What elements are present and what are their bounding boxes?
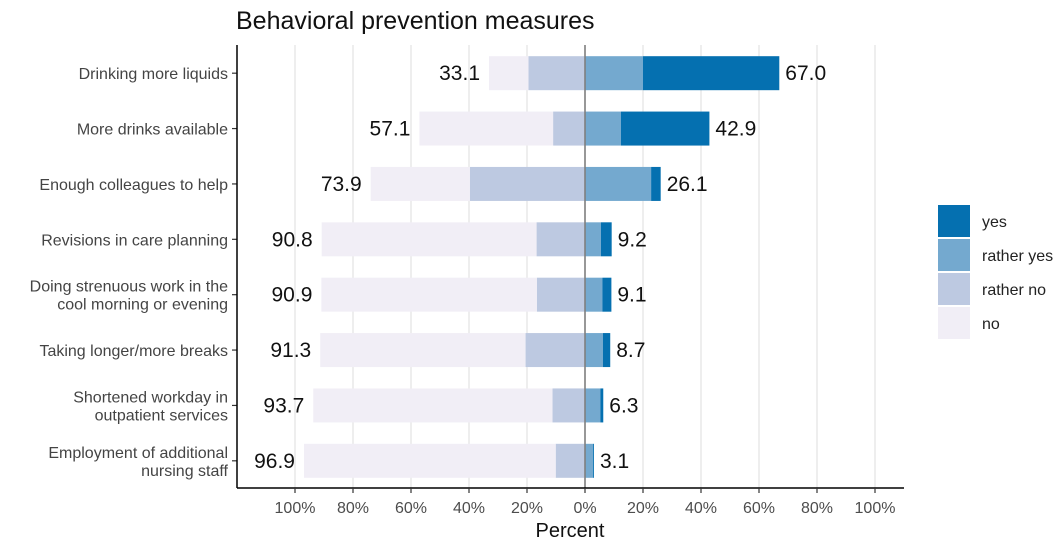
x-tick-label: 100% bbox=[275, 500, 316, 517]
bar-rather-yes bbox=[585, 222, 601, 257]
bar-no bbox=[489, 56, 529, 91]
value-labels: 33.1 67.0 57.1 42.9 73.9 26.1 90.8 9.2 90.9 9.1 91… bbox=[254, 62, 826, 473]
x-tick-label: 20% bbox=[511, 500, 543, 517]
bar-yes bbox=[620, 111, 710, 146]
bar-yes bbox=[600, 222, 612, 257]
positive-total-label: 6.3 bbox=[609, 394, 638, 417]
bar-rather-no bbox=[536, 277, 585, 312]
x-tick-label: 60% bbox=[743, 500, 775, 517]
x-tick-label: 40% bbox=[453, 500, 485, 517]
positive-total-label: 9.2 bbox=[618, 228, 647, 251]
bar-rather-yes bbox=[585, 333, 603, 368]
bar-yes bbox=[602, 333, 611, 368]
bars bbox=[303, 56, 780, 478]
legend-key-rather-no bbox=[938, 273, 970, 305]
category-label: More drinks available bbox=[77, 122, 228, 139]
bar-rather-no bbox=[553, 111, 585, 146]
bar-yes bbox=[600, 388, 604, 423]
axes: Drinking more liquids More drinks availab… bbox=[30, 45, 904, 517]
x-axis-title: Percent bbox=[536, 520, 605, 542]
legend: yes rather yes rather no no bbox=[938, 205, 1053, 339]
category-label: outpatient services bbox=[95, 407, 228, 424]
negative-total-label: 96.9 bbox=[254, 450, 295, 473]
bar-yes bbox=[593, 443, 594, 478]
negative-total-label: 93.7 bbox=[263, 394, 304, 417]
bar-yes bbox=[602, 277, 612, 312]
category-label: Shortened workday in bbox=[73, 389, 228, 406]
category-label: Taking longer/more breaks bbox=[39, 343, 228, 360]
bar-no bbox=[321, 222, 537, 257]
chart-title: Behavioral prevention measures bbox=[236, 7, 595, 35]
bar-yes bbox=[651, 166, 661, 201]
x-tick-label: 100% bbox=[855, 500, 896, 517]
legend-key-yes bbox=[938, 205, 970, 237]
x-tick-label: 80% bbox=[337, 500, 369, 517]
legend-label: rather no bbox=[982, 282, 1046, 299]
bar-rather-yes bbox=[585, 111, 621, 146]
negative-total-label: 57.1 bbox=[370, 118, 411, 141]
bar-rather-yes bbox=[585, 56, 643, 91]
x-tick-label: 40% bbox=[685, 500, 717, 517]
bar-rather-no bbox=[555, 443, 585, 478]
positive-total-label: 3.1 bbox=[600, 450, 629, 473]
category-label: Drinking more liquids bbox=[79, 66, 228, 83]
bar-rather-no bbox=[525, 333, 585, 368]
legend-label: no bbox=[982, 316, 1000, 333]
legend-key-no bbox=[938, 307, 970, 339]
category-label: Employment of additional bbox=[48, 445, 228, 462]
category-label: nursing staff bbox=[141, 463, 228, 480]
bar-rather-no bbox=[552, 388, 585, 423]
bar-rather-yes bbox=[585, 443, 594, 478]
positive-total-label: 9.1 bbox=[617, 284, 646, 307]
category-label: Enough colleagues to help bbox=[39, 177, 228, 194]
bar-rather-yes bbox=[585, 388, 601, 423]
x-tick-label: 0% bbox=[573, 500, 596, 517]
x-tick-label: 60% bbox=[395, 500, 427, 517]
legend-label: rather yes bbox=[982, 248, 1053, 265]
positive-total-label: 67.0 bbox=[785, 62, 826, 85]
category-label: Revisions in care planning bbox=[41, 232, 228, 249]
bar-no bbox=[313, 388, 553, 423]
bar-no bbox=[419, 111, 554, 146]
negative-total-label: 73.9 bbox=[321, 173, 362, 196]
bar-no bbox=[370, 166, 470, 201]
bar-rather-no bbox=[469, 166, 585, 201]
bar-no bbox=[303, 443, 556, 478]
category-label: cool morning or evening bbox=[57, 297, 228, 314]
negative-total-label: 33.1 bbox=[439, 62, 480, 85]
bar-rather-yes bbox=[585, 277, 603, 312]
bar-rather-yes bbox=[585, 166, 652, 201]
legend-key-rather-yes bbox=[938, 239, 970, 271]
legend-label: yes bbox=[982, 214, 1007, 231]
negative-total-label: 90.9 bbox=[272, 284, 313, 307]
bar-yes bbox=[643, 56, 780, 91]
positive-total-label: 8.7 bbox=[616, 339, 645, 362]
bar-no bbox=[321, 277, 537, 312]
bar-rather-no bbox=[536, 222, 585, 257]
x-tick-label: 80% bbox=[801, 500, 833, 517]
category-label: Doing strenuous work in the bbox=[30, 279, 228, 296]
negative-total-label: 91.3 bbox=[270, 339, 311, 362]
negative-total-label: 90.8 bbox=[272, 228, 313, 251]
positive-total-label: 26.1 bbox=[667, 173, 708, 196]
positive-total-label: 42.9 bbox=[715, 118, 756, 141]
bar-no bbox=[320, 333, 526, 368]
bar-rather-no bbox=[528, 56, 585, 91]
x-tick-label: 20% bbox=[627, 500, 659, 517]
